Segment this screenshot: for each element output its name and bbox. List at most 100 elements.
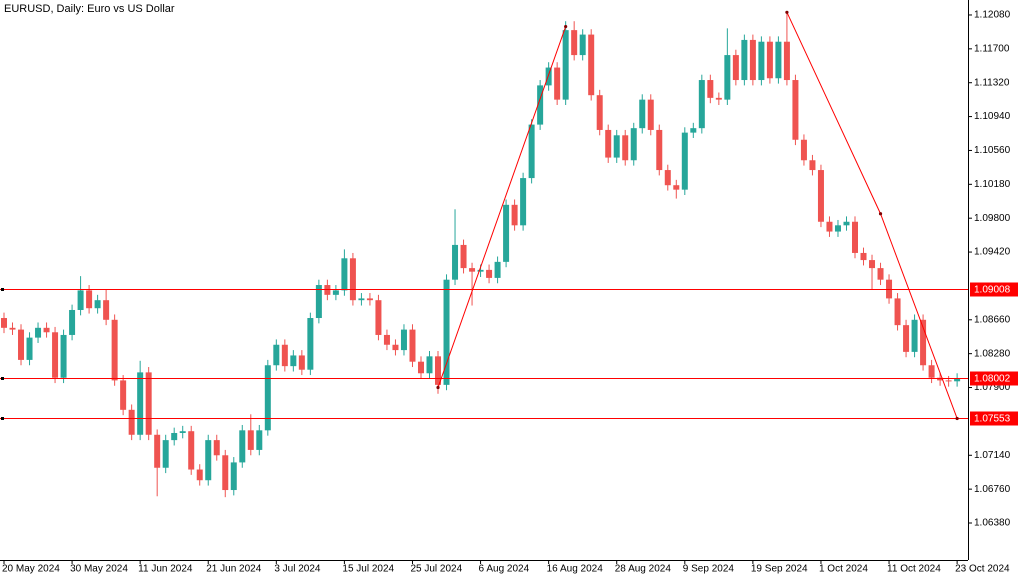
candle-body xyxy=(18,329,25,360)
candle-body xyxy=(928,365,935,378)
candle-body xyxy=(1,318,7,328)
candle-body xyxy=(273,344,280,366)
candle-body xyxy=(562,30,569,100)
y-tick-label: 1.06760 xyxy=(974,484,1011,495)
candle-body xyxy=(783,41,790,81)
candle-body xyxy=(290,355,297,367)
level-dot xyxy=(1,377,4,380)
candle-body xyxy=(503,204,510,262)
y-tick-label: 1.11700 xyxy=(974,43,1010,54)
chart-title: EURUSD, Daily: Euro vs US Dollar xyxy=(4,3,175,15)
candle-body xyxy=(707,80,714,98)
candle-body xyxy=(937,377,944,381)
candle-body xyxy=(800,139,807,161)
candle-body xyxy=(579,34,586,56)
candle-body xyxy=(341,258,348,291)
candle-body xyxy=(843,221,850,226)
x-tick-label: 30 May 2024 xyxy=(70,564,128,575)
candle-body xyxy=(894,298,901,326)
x-tick-label: 3 Jul 2024 xyxy=(274,564,321,575)
candle-body xyxy=(639,99,646,129)
x-tick-label: 11 Oct 2024 xyxy=(887,564,941,575)
candle-body xyxy=(264,365,271,431)
candle-body xyxy=(622,135,629,161)
candle-body xyxy=(877,268,884,280)
candle-body xyxy=(511,204,518,226)
candle-body xyxy=(222,455,229,491)
candle-body xyxy=(239,430,246,463)
level-label-bg xyxy=(970,411,1018,426)
candle-body xyxy=(392,344,399,351)
candle-body xyxy=(469,268,476,272)
candle-body xyxy=(749,39,756,81)
candle-body xyxy=(605,129,612,158)
candle-body xyxy=(486,269,493,278)
candle-body xyxy=(630,128,637,161)
x-tick-label: 9 Sep 2024 xyxy=(683,564,735,575)
candle-body xyxy=(528,124,535,179)
candle-body xyxy=(349,258,356,301)
candle-body xyxy=(817,170,824,222)
candle-body xyxy=(494,261,501,278)
candle-body xyxy=(69,309,76,335)
candle-body xyxy=(145,372,152,435)
candle-body xyxy=(571,30,578,56)
x-tick-label: 16 Aug 2024 xyxy=(547,564,604,575)
candle-body xyxy=(664,170,671,186)
candle-body xyxy=(375,300,382,335)
candle-body xyxy=(171,432,178,441)
candle-body xyxy=(758,41,765,81)
candle-body xyxy=(732,55,739,81)
candle-body xyxy=(792,80,799,140)
candle-body xyxy=(230,462,237,491)
y-tick-label: 1.06380 xyxy=(974,518,1011,529)
candle-body xyxy=(52,332,59,378)
candle-body xyxy=(809,160,816,171)
level-dot xyxy=(1,417,4,420)
x-tick-label: 23 Oct 2024 xyxy=(955,564,1010,575)
y-tick-label: 1.08660 xyxy=(974,314,1011,325)
candle-body xyxy=(588,34,595,96)
candle-body xyxy=(43,327,50,333)
trend-point xyxy=(878,212,883,216)
x-tick-label: 25 Jul 2024 xyxy=(410,564,462,575)
candle-body xyxy=(520,178,527,226)
candle-body xyxy=(26,337,33,360)
y-tick-label: 1.12080 xyxy=(974,10,1011,21)
candle-body xyxy=(196,469,203,481)
candle-body xyxy=(443,279,450,385)
y-tick-label: 1.10560 xyxy=(974,145,1011,156)
y-tick-label: 1.09800 xyxy=(974,213,1011,224)
candle-body xyxy=(435,356,442,385)
candle-body xyxy=(120,380,127,410)
y-tick-label: 1.10180 xyxy=(974,179,1011,190)
y-tick-label: 1.07140 xyxy=(974,450,1011,461)
candle-body xyxy=(452,244,459,280)
candle-body xyxy=(954,378,961,382)
candle-body xyxy=(426,356,433,374)
candle-body xyxy=(409,329,416,362)
candle-body xyxy=(852,221,858,253)
level-label: 1.07553 xyxy=(974,414,1011,425)
candle-body xyxy=(111,319,118,381)
candle-body xyxy=(205,440,212,481)
level-label: 1.08002 xyxy=(974,374,1011,385)
level-dot xyxy=(1,288,4,291)
x-tick-label: 21 Jun 2024 xyxy=(206,564,261,575)
candle-body xyxy=(256,430,263,450)
candle-body xyxy=(77,290,84,310)
x-tick-label: 1 Oct 2024 xyxy=(819,564,868,575)
x-tick-label: 19 Sep 2024 xyxy=(751,564,808,575)
candle-body xyxy=(281,344,288,367)
candle-body xyxy=(681,132,688,190)
trend-point xyxy=(955,416,959,421)
candle-body xyxy=(35,327,42,338)
candle-body xyxy=(332,290,339,295)
candle-body xyxy=(775,41,782,79)
candle-body xyxy=(545,67,552,86)
candle-body xyxy=(698,80,705,129)
candle-body xyxy=(903,325,910,352)
candle-body xyxy=(477,269,484,272)
